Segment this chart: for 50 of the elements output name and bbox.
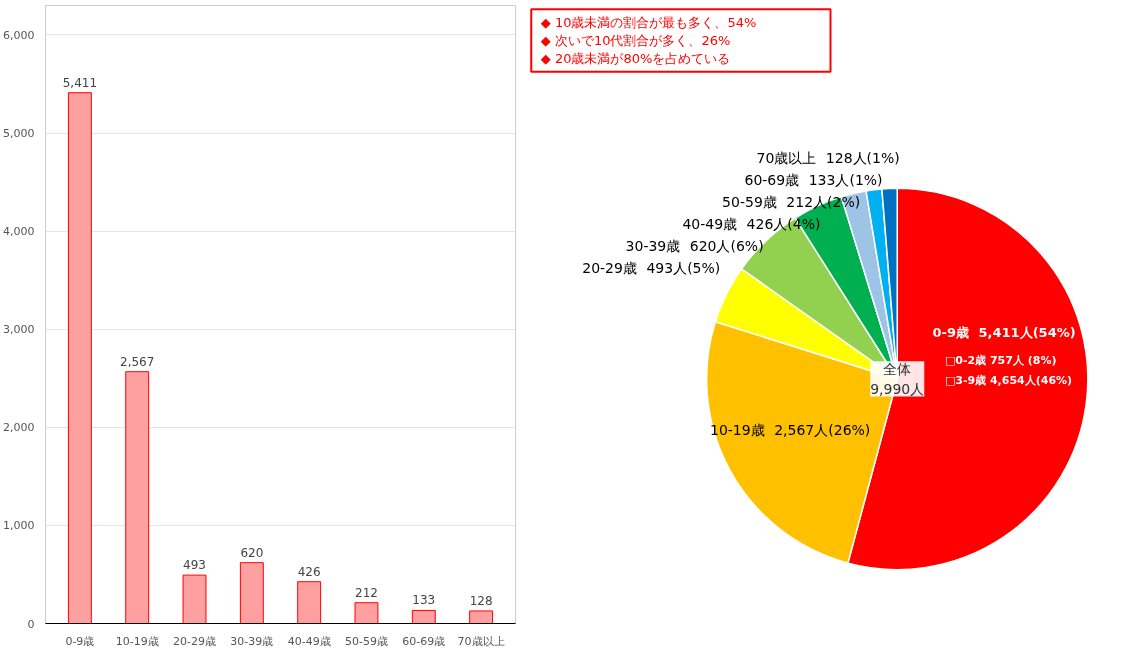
- text: ◆ 10歳未満の割合が最も多く、54%: [540, 14, 757, 30]
- slice-label: 20-29歳: [582, 260, 637, 277]
- bar: [297, 581, 322, 624]
- y-tick-label: 6,000: [3, 28, 35, 42]
- text: □0-2歳 757人 (8%): [944, 354, 1057, 368]
- slice-label: 50-59歳: [722, 194, 777, 211]
- bar: [125, 371, 150, 624]
- slice-label: 60-69歳: [744, 172, 800, 189]
- slice-label: 70歳以上: [756, 149, 817, 166]
- slice-label: 0-9歳: [932, 325, 970, 341]
- data-label: 426: [297, 564, 321, 579]
- x-tick-label: 30-39歳: [230, 634, 274, 648]
- bar: [182, 574, 207, 624]
- bar: [67, 92, 92, 624]
- data-label: 493: [183, 558, 206, 573]
- text: ◆ 次いで10代割合が多く、26%: [540, 33, 731, 48]
- bar: [469, 610, 494, 624]
- bar: [239, 562, 264, 624]
- y-tick-label: 1,000: [3, 519, 35, 533]
- bar: [354, 602, 379, 624]
- text: □3-9歳 4,654人(46%): [944, 374, 1073, 388]
- data-label: 133人(1%): [808, 172, 883, 189]
- data-label: 5,411人(54%): [978, 325, 1076, 341]
- data-label: 493人(5%): [646, 260, 721, 277]
- x-tick-label: 0-9歳: [65, 634, 95, 648]
- x-tick-label: 50-59歳: [344, 634, 388, 648]
- data-label: 5,411: [62, 75, 98, 90]
- slice-label: 40-49歳: [682, 216, 738, 233]
- data-label: 133: [412, 593, 436, 608]
- data-label: 128: [469, 593, 493, 608]
- data-label: 212: [355, 585, 378, 600]
- y-tick-label: 4,000: [3, 225, 35, 239]
- slice-label: 30-39歳: [625, 238, 681, 255]
- x-tick-label: 20-29歳: [173, 634, 217, 648]
- data-label: 2,567人(26%): [774, 422, 871, 439]
- y-tick-label: 0: [27, 617, 35, 631]
- x-tick-label: 60-69歳: [402, 634, 446, 648]
- data-label: 128人(1%): [825, 149, 900, 166]
- data-label: 2,567: [120, 354, 155, 369]
- x-tick-label: 10-19歳: [115, 634, 159, 648]
- text: 全体 9,990人: [870, 361, 925, 397]
- data-label: 620人(6%): [689, 238, 764, 255]
- text: ◆ 20歳未満が80%を占めている: [540, 51, 731, 67]
- x-tick-label: 70歳以上: [457, 634, 505, 648]
- y-tick-label: 3,000: [3, 323, 35, 337]
- y-tick-label: 2,000: [3, 421, 35, 435]
- x-tick-label: 40-49歳: [287, 634, 331, 648]
- y-tick-label: 5,000: [3, 127, 35, 141]
- bar: [411, 609, 436, 624]
- data-label: 620: [240, 545, 264, 560]
